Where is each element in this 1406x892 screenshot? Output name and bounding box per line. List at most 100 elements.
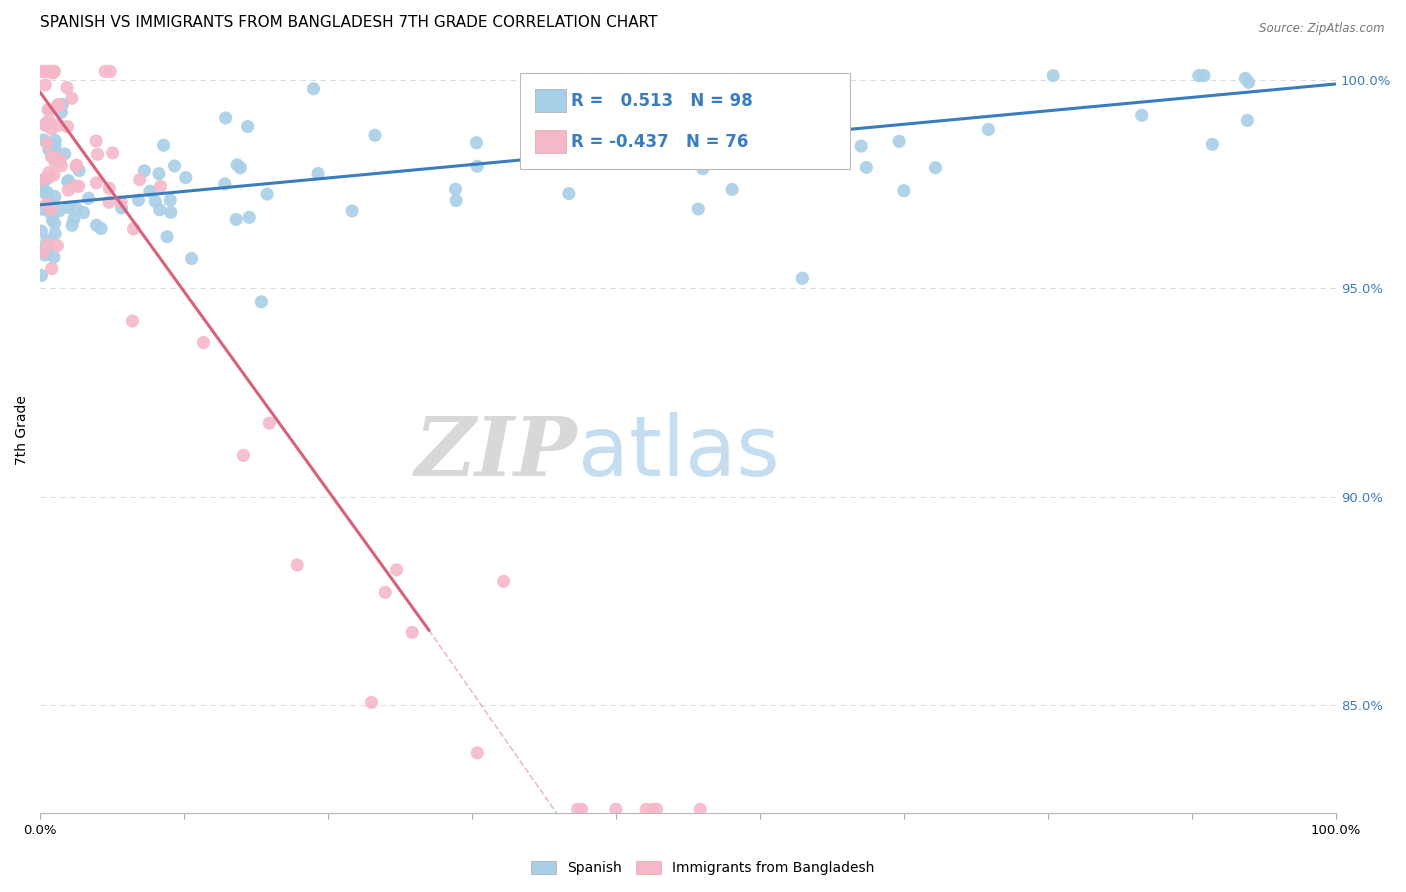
Point — [250, 294, 273, 309]
Point — [35, 117, 58, 131]
Point — [307, 166, 329, 180]
Point — [180, 252, 202, 266]
Point — [444, 194, 467, 208]
Point — [67, 179, 90, 194]
Point — [401, 625, 423, 640]
Text: R = -0.437   N = 76: R = -0.437 N = 76 — [571, 133, 749, 151]
Point — [35, 172, 58, 186]
Point — [90, 221, 112, 235]
Point — [37, 237, 59, 252]
FancyBboxPatch shape — [519, 73, 849, 169]
Point — [686, 131, 709, 145]
Point — [42, 64, 65, 78]
FancyBboxPatch shape — [536, 89, 567, 112]
Point — [30, 268, 52, 283]
Point — [42, 64, 65, 78]
Point — [31, 64, 53, 78]
Point — [851, 139, 873, 153]
Point — [160, 205, 183, 219]
Point — [374, 585, 396, 599]
Point — [465, 136, 488, 150]
Point — [38, 103, 60, 117]
Text: SPANISH VS IMMIGRANTS FROM BANGLADESH 7TH GRADE CORRELATION CHART: SPANISH VS IMMIGRANTS FROM BANGLADESH 7T… — [41, 15, 658, 30]
Point — [35, 241, 58, 255]
Point — [31, 64, 53, 78]
Point — [643, 802, 665, 816]
Point — [48, 118, 70, 132]
Point — [110, 201, 132, 215]
Point — [1234, 71, 1257, 86]
Point — [163, 159, 186, 173]
Point — [38, 64, 60, 78]
Point — [42, 66, 65, 80]
Point — [51, 159, 73, 173]
Point — [86, 147, 108, 161]
Point — [688, 202, 710, 216]
Point — [214, 177, 236, 191]
Point — [31, 177, 53, 191]
Point — [152, 138, 174, 153]
Point — [887, 134, 910, 148]
Point — [46, 97, 69, 112]
Point — [41, 122, 63, 136]
Point — [1237, 75, 1260, 89]
Point — [122, 222, 145, 236]
Point — [302, 81, 325, 95]
Point — [58, 183, 80, 197]
Point — [773, 92, 796, 106]
Point — [32, 133, 55, 147]
Point — [148, 167, 170, 181]
Point — [65, 179, 87, 194]
Point — [924, 161, 946, 175]
Point — [1192, 69, 1215, 83]
Point — [645, 802, 668, 816]
Point — [127, 193, 149, 207]
Point — [30, 224, 52, 238]
Point — [42, 65, 65, 79]
Point — [94, 64, 117, 78]
Point — [48, 99, 70, 113]
Point — [66, 202, 89, 217]
Point — [977, 122, 1000, 136]
Point — [60, 219, 83, 233]
Point — [58, 201, 80, 215]
Point — [38, 194, 60, 208]
Point — [34, 64, 56, 78]
Point — [721, 182, 744, 196]
Point — [65, 159, 87, 173]
Point — [35, 197, 58, 211]
Point — [41, 202, 63, 217]
Point — [35, 234, 58, 248]
Point — [855, 161, 877, 175]
Point — [97, 195, 120, 210]
Point — [193, 335, 215, 350]
Point — [38, 113, 60, 128]
Point — [37, 103, 59, 117]
Point — [60, 91, 83, 105]
Point — [44, 138, 66, 153]
Point — [44, 155, 66, 169]
Point — [44, 133, 66, 147]
Point — [232, 449, 254, 463]
Point — [44, 227, 66, 241]
Point — [58, 174, 80, 188]
Point — [259, 416, 281, 430]
Point — [32, 172, 55, 186]
Point — [48, 203, 70, 218]
Point — [86, 218, 108, 232]
Point — [571, 802, 593, 816]
Point — [56, 174, 79, 188]
Point — [692, 161, 714, 176]
Point — [792, 271, 814, 285]
Point — [44, 216, 66, 230]
Point — [149, 202, 172, 217]
Point — [41, 261, 63, 276]
Point — [30, 173, 52, 187]
Point — [34, 118, 56, 132]
Point — [86, 176, 108, 190]
Point — [38, 166, 60, 180]
Point — [360, 695, 382, 709]
Point — [34, 186, 56, 200]
Point — [827, 133, 849, 147]
Y-axis label: 7th Grade: 7th Grade — [15, 395, 30, 465]
